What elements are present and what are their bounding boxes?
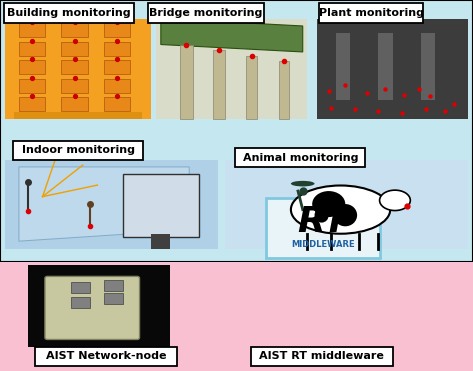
Bar bbox=[251, 347, 393, 366]
Ellipse shape bbox=[333, 204, 357, 226]
Bar bbox=[61, 97, 88, 111]
Bar bbox=[28, 265, 170, 347]
Bar bbox=[336, 33, 350, 100]
Ellipse shape bbox=[379, 190, 410, 211]
FancyBboxPatch shape bbox=[266, 198, 380, 258]
Bar bbox=[319, 3, 423, 23]
Bar bbox=[104, 280, 123, 291]
Bar bbox=[61, 60, 88, 74]
Bar bbox=[19, 23, 45, 37]
Bar bbox=[104, 42, 130, 56]
Bar bbox=[19, 60, 45, 74]
Bar bbox=[0, 262, 473, 371]
Text: Building monitoring: Building monitoring bbox=[7, 8, 131, 18]
Bar bbox=[180, 45, 193, 119]
Bar bbox=[279, 61, 289, 119]
Bar bbox=[104, 97, 130, 111]
Bar bbox=[156, 19, 307, 119]
Bar bbox=[5, 19, 151, 119]
Bar bbox=[19, 97, 45, 111]
Text: AIST RT middleware: AIST RT middleware bbox=[259, 351, 384, 361]
FancyBboxPatch shape bbox=[45, 276, 140, 339]
Ellipse shape bbox=[315, 208, 329, 223]
Bar bbox=[148, 3, 264, 23]
Bar bbox=[13, 141, 143, 160]
Bar bbox=[0, 0, 473, 262]
Bar bbox=[225, 160, 468, 249]
Bar bbox=[378, 33, 393, 100]
Bar bbox=[104, 60, 130, 74]
Bar bbox=[151, 234, 170, 249]
Text: Indoor monitoring: Indoor monitoring bbox=[22, 145, 134, 155]
Bar bbox=[5, 160, 218, 249]
Text: Plant monitoring: Plant monitoring bbox=[319, 8, 424, 18]
Bar bbox=[61, 23, 88, 37]
Text: Bridge monitoring: Bridge monitoring bbox=[149, 8, 263, 18]
Bar bbox=[71, 297, 90, 308]
Bar bbox=[61, 79, 88, 93]
Bar bbox=[104, 23, 130, 37]
Bar bbox=[123, 174, 199, 237]
Bar bbox=[71, 282, 90, 293]
Ellipse shape bbox=[291, 186, 390, 234]
Bar bbox=[14, 112, 142, 119]
Bar bbox=[3, 3, 133, 23]
Ellipse shape bbox=[291, 181, 315, 186]
Bar bbox=[19, 79, 45, 93]
Bar bbox=[213, 50, 225, 119]
Bar bbox=[246, 56, 257, 119]
Text: Animal monitoring: Animal monitoring bbox=[243, 153, 358, 162]
Bar bbox=[35, 347, 177, 366]
Bar bbox=[235, 148, 365, 167]
Bar bbox=[104, 293, 123, 304]
Text: RT: RT bbox=[298, 205, 349, 239]
Text: AIST Network-node: AIST Network-node bbox=[46, 351, 166, 361]
Polygon shape bbox=[19, 167, 189, 241]
Ellipse shape bbox=[312, 191, 345, 217]
Bar bbox=[19, 42, 45, 56]
Bar bbox=[421, 33, 435, 100]
Text: MIDDLEWARE: MIDDLEWARE bbox=[291, 240, 355, 249]
Polygon shape bbox=[161, 19, 303, 52]
Bar bbox=[317, 19, 468, 119]
Bar bbox=[104, 79, 130, 93]
Bar bbox=[61, 42, 88, 56]
